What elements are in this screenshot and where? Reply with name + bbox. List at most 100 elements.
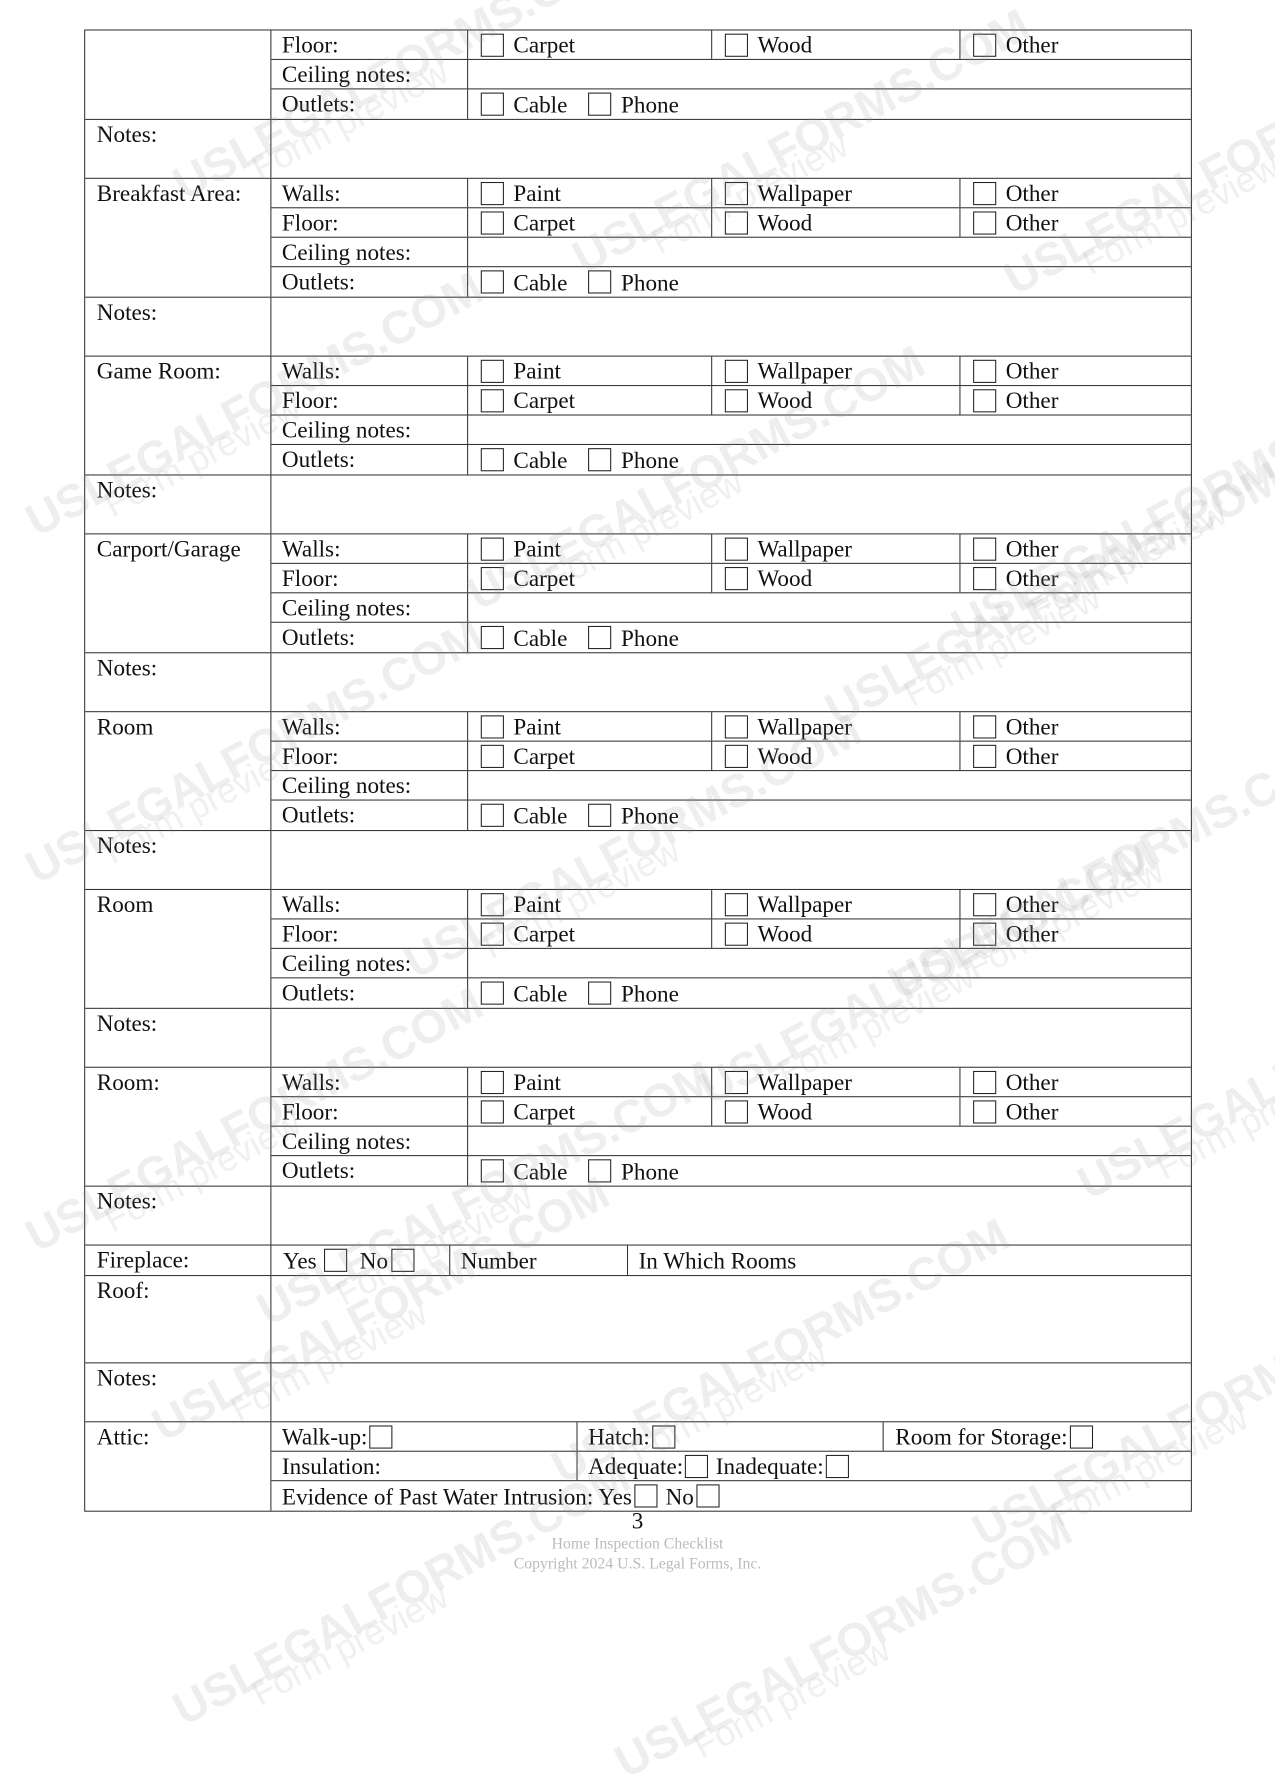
notes-row: Notes: (85, 475, 1191, 535)
checkbox-wood[interactable] (724, 33, 748, 57)
checkbox-cable[interactable] (480, 981, 504, 1005)
checkbox-other[interactable] (973, 359, 997, 383)
notes-label: Notes: (85, 1186, 272, 1245)
checkbox-wood[interactable] (724, 566, 748, 590)
attic-section: Attic: Walk-up: Hatch: Room for Storage: Ins… (85, 1422, 1191, 1511)
checkbox-other[interactable] (973, 33, 997, 57)
checkbox-phone[interactable] (588, 92, 612, 116)
water-intrusion-label: Evidence of Past Water Intrusion: Yes (281, 1482, 632, 1510)
checkbox-no[interactable] (391, 1248, 415, 1272)
checkbox-cable[interactable] (480, 448, 504, 472)
checkbox-other[interactable] (973, 922, 997, 946)
checkbox-paint[interactable] (480, 181, 504, 205)
cell: Carpet (468, 1097, 713, 1126)
checkbox-other[interactable] (973, 714, 997, 738)
notes-label: Notes: (85, 475, 272, 534)
checkbox-phone[interactable] (588, 448, 612, 472)
option-label: Other (1005, 535, 1059, 562)
roof-field[interactable] (271, 1276, 1190, 1362)
ceiling-notes-field[interactable] (468, 238, 1191, 266)
ceiling-notes-field[interactable] (468, 60, 1191, 88)
checkbox-walkup[interactable] (369, 1424, 393, 1449)
checkbox-carpet[interactable] (480, 1099, 504, 1124)
checkbox-other[interactable] (973, 1099, 997, 1124)
checkbox-other[interactable] (973, 537, 997, 561)
checkbox-other[interactable] (973, 744, 997, 768)
checkbox-water-yes[interactable] (634, 1484, 658, 1508)
checkbox-other[interactable] (973, 1070, 997, 1094)
checkbox-cable[interactable] (480, 92, 504, 116)
insulation-label: Insulation: (281, 1452, 381, 1480)
checkbox-paint[interactable] (480, 1070, 504, 1094)
cell: Carpet (468, 386, 713, 415)
cell: Paint (468, 534, 713, 563)
checkbox-carpet[interactable] (480, 922, 504, 946)
checkbox-other[interactable] (973, 388, 997, 412)
checkbox-carpet[interactable] (480, 388, 504, 412)
row-label: Floor: (271, 30, 469, 59)
notes-field[interactable] (271, 476, 1190, 534)
notes-field[interactable] (271, 298, 1190, 356)
cell: Carpet (468, 741, 713, 771)
checkbox-hatch[interactable] (651, 1424, 676, 1449)
checkbox-water-no[interactable] (695, 1484, 720, 1508)
checkbox-inadequate[interactable] (825, 1454, 849, 1478)
checkbox-paint[interactable] (480, 359, 504, 383)
checkbox-paint[interactable] (480, 714, 504, 738)
cell: Other (960, 564, 1190, 592)
checkbox-paint[interactable] (480, 537, 504, 561)
checkbox-phone[interactable] (588, 625, 612, 650)
section-label: Breakfast Area: (85, 178, 272, 297)
notes-field[interactable] (271, 120, 1190, 178)
checkbox-carpet[interactable] (480, 210, 504, 235)
checkbox-cable[interactable] (480, 625, 504, 650)
form-row: Floor: Carpet Wood Other (271, 208, 1191, 238)
checkbox-paint[interactable] (480, 892, 504, 916)
checkbox-wallpaper[interactable] (724, 1070, 748, 1094)
notes-field[interactable] (271, 1009, 1190, 1067)
form-row: Ceiling notes: (271, 771, 1191, 801)
checkbox-wood[interactable] (724, 922, 748, 946)
checkbox-wallpaper[interactable] (724, 714, 748, 738)
notes-field[interactable] (271, 1187, 1190, 1245)
checkbox-other[interactable] (973, 566, 997, 590)
checkbox-wood[interactable] (724, 1099, 748, 1124)
checkbox-wallpaper[interactable] (724, 359, 748, 383)
cell: Other (960, 1068, 1190, 1096)
notes-field[interactable] (271, 653, 1190, 711)
ceiling-notes-field[interactable] (468, 949, 1191, 977)
page-footer: 3 Home Inspection Checklist Copyright 20… (0, 1508, 1275, 1575)
ceiling-notes-field[interactable] (468, 1127, 1191, 1155)
checkbox-wood[interactable] (724, 388, 748, 412)
ceiling-notes-field[interactable] (468, 416, 1191, 444)
ceiling-notes-field[interactable] (468, 771, 1191, 799)
checkbox-other[interactable] (973, 210, 997, 235)
checkbox-other[interactable] (973, 892, 997, 916)
checkbox-cable[interactable] (480, 270, 504, 294)
checkbox-carpet[interactable] (480, 566, 504, 590)
notes-field[interactable] (271, 831, 1190, 889)
checkbox-cable[interactable] (480, 803, 504, 827)
checkbox-yes[interactable] (324, 1248, 348, 1272)
notes-field[interactable] (271, 1363, 1190, 1421)
ceiling-notes-field[interactable] (468, 593, 1191, 621)
checkbox-phone[interactable] (588, 803, 612, 827)
checkbox-carpet[interactable] (480, 744, 504, 768)
checkbox-wood[interactable] (724, 210, 748, 235)
checkbox-carpet[interactable] (480, 33, 504, 57)
checkbox-phone[interactable] (588, 981, 612, 1005)
checkbox-wallpaper[interactable] (724, 181, 748, 205)
checkbox-wallpaper[interactable] (724, 892, 748, 916)
checkbox-other[interactable] (973, 181, 997, 205)
checkbox-wood[interactable] (724, 744, 748, 768)
section-rows: Walls: Paint Wallpaper Other Floor: Carpet Woo… (271, 534, 1191, 653)
notes-label: Notes: (85, 119, 272, 178)
section-label: Game Room: (85, 356, 272, 475)
checkbox-phone[interactable] (588, 270, 612, 294)
checkbox-wallpaper[interactable] (724, 537, 748, 561)
checkbox-phone[interactable] (588, 1159, 612, 1183)
checkbox-adequate[interactable] (685, 1454, 709, 1478)
checkbox-cable[interactable] (480, 1159, 504, 1183)
cell: Cable Phone (468, 89, 1191, 118)
checkbox-storage[interactable] (1069, 1424, 1093, 1449)
